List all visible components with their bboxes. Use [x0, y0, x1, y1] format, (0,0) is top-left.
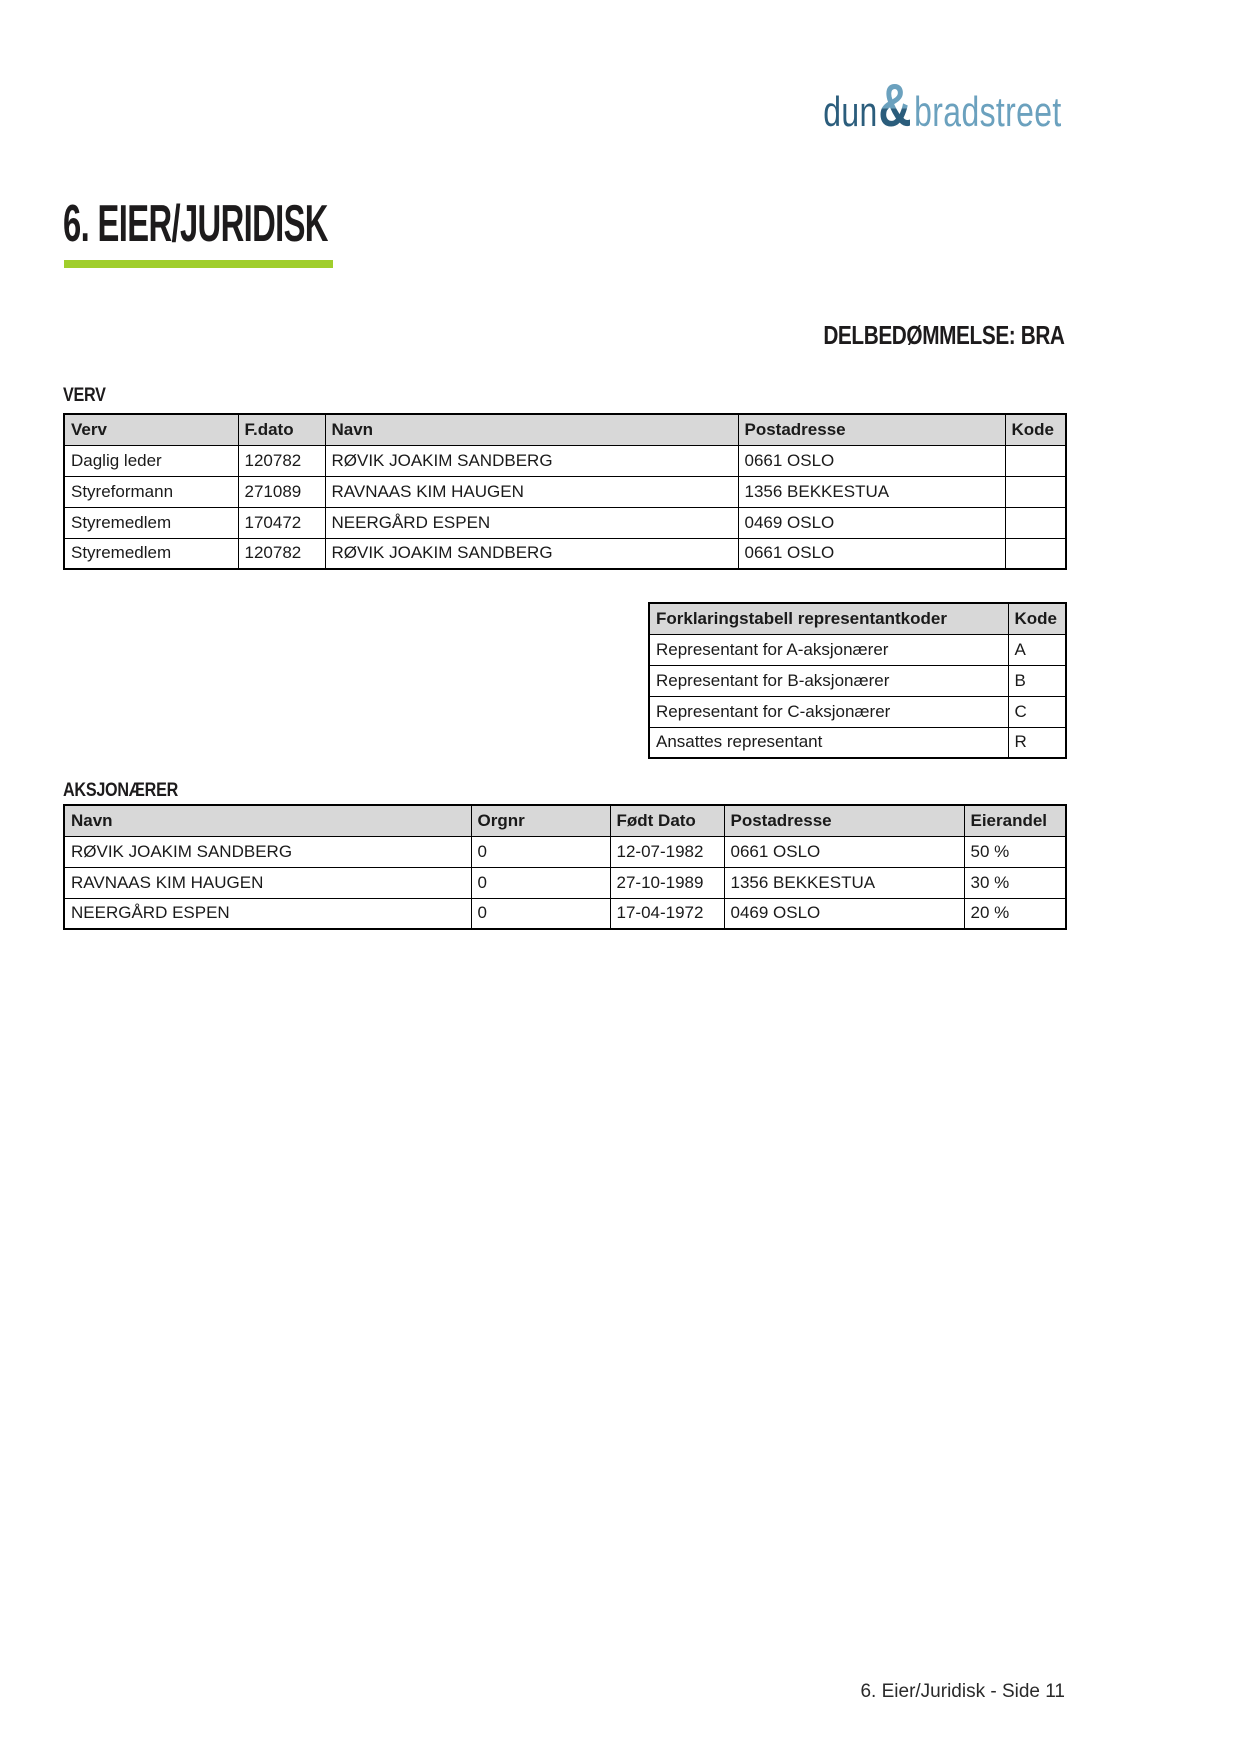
table-cell: 0661 OSLO	[737, 537, 1006, 570]
section-label-verv: VERV	[63, 385, 106, 406]
logo-text-dun: dun	[823, 88, 878, 135]
table-cell: 12-07-1982	[609, 835, 725, 868]
table-cell: NEERGÅRD ESPEN	[63, 897, 472, 930]
table-cell: 1356 BEKKESTUA	[737, 475, 1006, 508]
table-cell: 30 %	[963, 866, 1067, 899]
table-cell: Styremedlem	[63, 537, 239, 570]
table-cell	[1004, 475, 1067, 508]
column-header: Kode	[1004, 413, 1067, 446]
table-cell	[1004, 537, 1067, 570]
table-cell: 1356 BEKKESTUA	[723, 866, 965, 899]
column-header: Eierandel	[963, 804, 1067, 837]
representative-codes-table: Forklaringstabell representantkoder Kode…	[648, 602, 1067, 759]
table-cell: A	[1007, 633, 1067, 666]
column-header: Orgnr	[470, 804, 611, 837]
table-row: Styreformann 271089 RAVNAAS KIM HAUGEN 1…	[63, 475, 1067, 508]
table-cell: 0	[470, 866, 611, 899]
table-cell: RØVIK JOAKIM SANDBERG	[324, 537, 739, 570]
section-label-aksjonaerer: AKSJONÆRER	[63, 780, 179, 801]
table-cell: Ansattes representant	[648, 726, 1009, 759]
table-row: Styremedlem 170472 NEERGÅRD ESPEN 0469 O…	[63, 506, 1067, 539]
column-header: Kode	[1007, 602, 1067, 635]
table-cell: 20 %	[963, 897, 1067, 930]
table-cell: Representant for A-aksjonærer	[648, 633, 1009, 666]
column-header: Postadresse	[737, 413, 1006, 446]
ampersand-icon: & &	[878, 72, 912, 139]
table-cell: 0469 OSLO	[737, 506, 1006, 539]
table-row: Ansattes representant R	[648, 726, 1067, 759]
page-title: 6. EIER/JURIDISK	[63, 195, 328, 253]
table-row: Representant for A-aksjonærer A	[648, 633, 1067, 666]
table-cell: Styreformann	[63, 475, 239, 508]
table-cell	[1004, 444, 1067, 477]
table-row: RØVIK JOAKIM SANDBERG 0 12-07-1982 0661 …	[63, 835, 1067, 868]
table-cell: 0	[470, 897, 611, 930]
table-cell: Representant for B-aksjonærer	[648, 664, 1009, 697]
table-cell: Daglig leder	[63, 444, 239, 477]
table-cell: NEERGÅRD ESPEN	[324, 506, 739, 539]
logo-text-bradstreet: bradstreet	[914, 88, 1062, 135]
title-accent-bar	[64, 260, 333, 268]
table-cell: B	[1007, 664, 1067, 697]
dnb-logo: dun & & bradstreet	[823, 72, 1062, 139]
table-row: Representant for B-aksjonærer B	[648, 664, 1067, 697]
rating-heading: DELBEDØMMELSE: BRA	[823, 320, 1066, 350]
column-header: Postadresse	[723, 804, 965, 837]
page-footer: 6. Eier/Juridisk - Side 11	[860, 1681, 1065, 1702]
table-cell: RAVNAAS KIM HAUGEN	[63, 866, 472, 899]
table-row: Daglig leder 120782 RØVIK JOAKIM SANDBER…	[63, 444, 1067, 477]
table-cell: 0661 OSLO	[737, 444, 1006, 477]
column-header: Forklaringstabell representantkoder	[648, 602, 1009, 635]
table-cell	[1004, 506, 1067, 539]
column-header: F.dato	[237, 413, 326, 446]
table-row: Styremedlem 120782 RØVIK JOAKIM SANDBERG…	[63, 537, 1067, 570]
table-cell: 27-10-1989	[609, 866, 725, 899]
table-cell: 0661 OSLO	[723, 835, 965, 868]
table-cell: 271089	[237, 475, 326, 508]
verv-table: Verv F.dato Navn Postadresse Kode Daglig…	[63, 413, 1067, 570]
table-cell: Styremedlem	[63, 506, 239, 539]
column-header: Navn	[324, 413, 739, 446]
table-row: NEERGÅRD ESPEN 0 17-04-1972 0469 OSLO 20…	[63, 897, 1067, 930]
verv-header-row: Verv F.dato Navn Postadresse Kode	[63, 413, 1067, 446]
column-header: Navn	[63, 804, 472, 837]
shareholders-table: Navn Orgnr Født Dato Postadresse Eierand…	[63, 804, 1067, 930]
table-cell: C	[1007, 695, 1067, 728]
column-header: Født Dato	[609, 804, 725, 837]
column-header: Verv	[63, 413, 239, 446]
table-cell: R	[1007, 726, 1067, 759]
table-cell: 17-04-1972	[609, 897, 725, 930]
table-cell: 0	[470, 835, 611, 868]
aksjo-header-row: Navn Orgnr Født Dato Postadresse Eierand…	[63, 804, 1067, 837]
table-cell: 120782	[237, 537, 326, 570]
table-cell: 120782	[237, 444, 326, 477]
table-row: RAVNAAS KIM HAUGEN 0 27-10-1989 1356 BEK…	[63, 866, 1067, 899]
table-cell: 50 %	[963, 835, 1067, 868]
table-cell: 170472	[237, 506, 326, 539]
koder-header-row: Forklaringstabell representantkoder Kode	[648, 602, 1067, 635]
table-cell: RØVIK JOAKIM SANDBERG	[324, 444, 739, 477]
table-cell: RØVIK JOAKIM SANDBERG	[63, 835, 472, 868]
table-cell: RAVNAAS KIM HAUGEN	[324, 475, 739, 508]
table-row: Representant for C-aksjonærer C	[648, 695, 1067, 728]
table-cell: Representant for C-aksjonærer	[648, 695, 1009, 728]
table-cell: 0469 OSLO	[723, 897, 965, 930]
